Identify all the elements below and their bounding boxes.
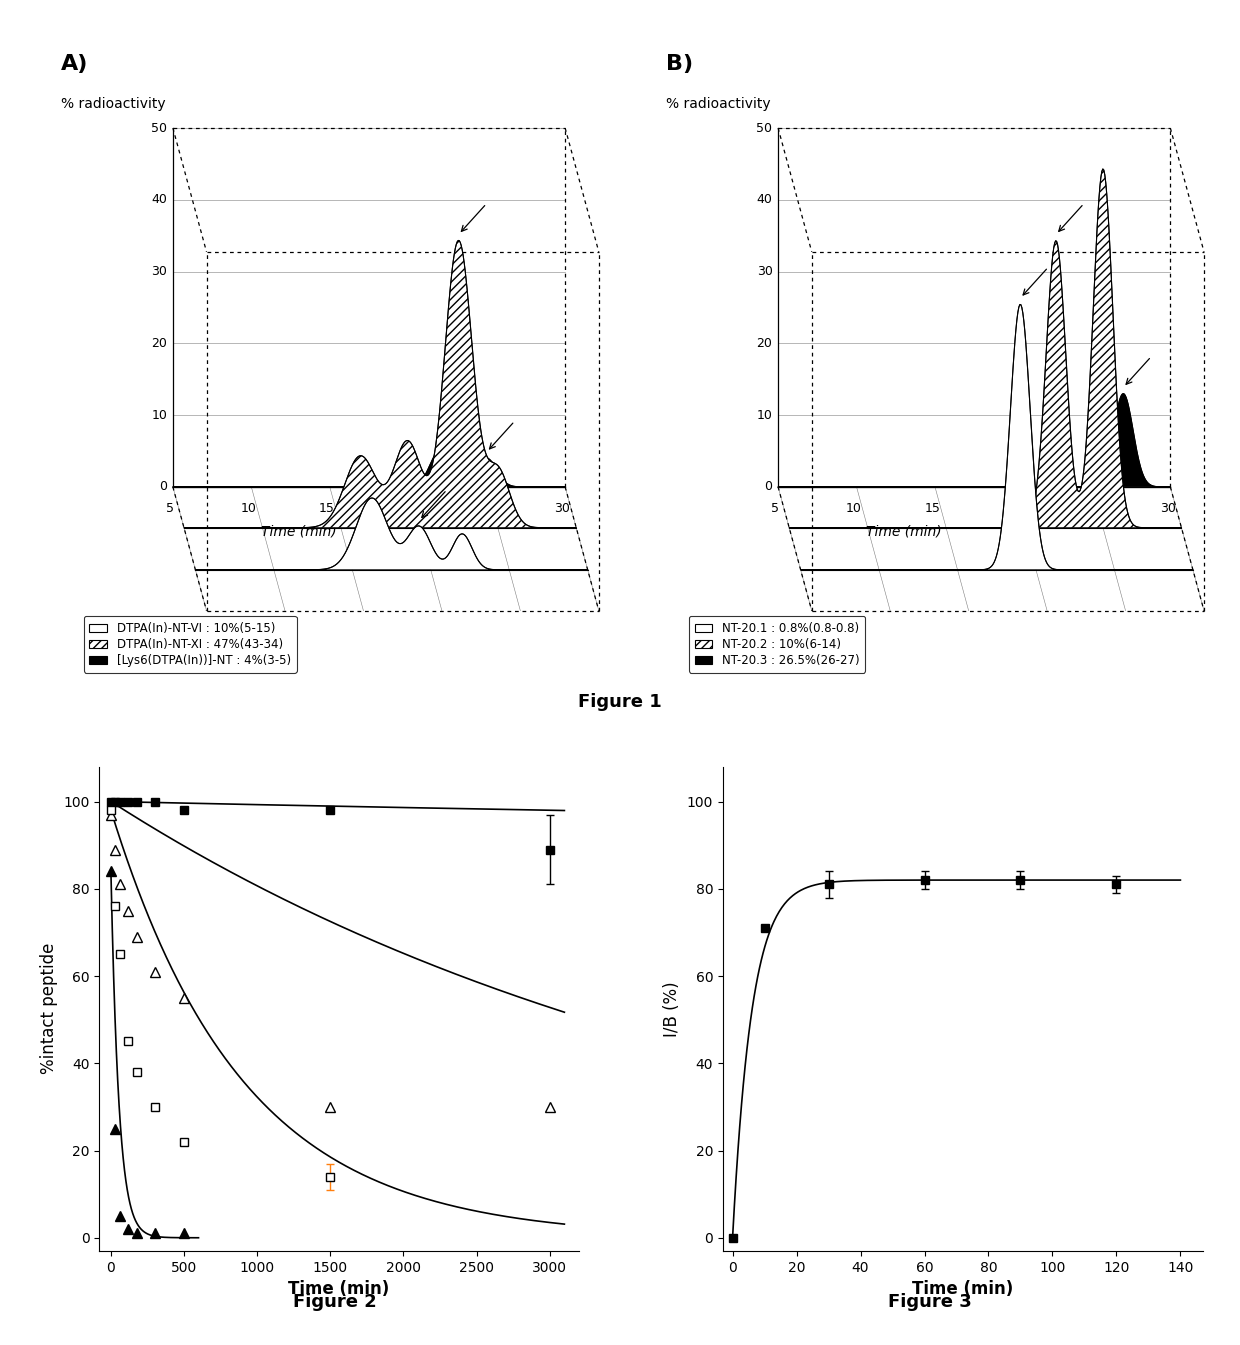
Text: 5: 5	[771, 503, 779, 515]
Y-axis label: I/B (%): I/B (%)	[663, 981, 681, 1037]
Text: 10: 10	[756, 409, 773, 421]
Text: 0: 0	[159, 480, 167, 494]
Text: 20: 20	[1003, 503, 1018, 515]
Text: 50: 50	[756, 121, 773, 134]
Text: Figure 3: Figure 3	[888, 1294, 972, 1311]
Text: 30: 30	[756, 265, 773, 278]
Y-axis label: %intact peptide: %intact peptide	[40, 943, 57, 1075]
Text: 10: 10	[846, 503, 862, 515]
Text: 50: 50	[151, 121, 167, 134]
Text: 20: 20	[151, 336, 167, 350]
Polygon shape	[789, 169, 1182, 527]
Text: 25: 25	[476, 503, 492, 515]
Text: A): A)	[61, 54, 88, 74]
Text: 10: 10	[151, 409, 167, 421]
Text: 15: 15	[319, 503, 335, 515]
Text: 10: 10	[241, 503, 257, 515]
Text: 25: 25	[1081, 503, 1097, 515]
Text: 40: 40	[756, 194, 773, 206]
X-axis label: Time (min): Time (min)	[913, 1280, 1013, 1298]
Text: % radioactivity: % radioactivity	[61, 97, 165, 112]
Text: 20: 20	[398, 503, 413, 515]
Polygon shape	[172, 451, 565, 487]
Polygon shape	[184, 241, 577, 527]
Text: Figure 2: Figure 2	[293, 1294, 377, 1311]
Text: 30: 30	[554, 503, 570, 515]
Legend: NT-20.1 : 0.8%(0.8-0.8), NT-20.2 : 10%(6-14), NT-20.3 : 26.5%(26-27): NT-20.1 : 0.8%(0.8-0.8), NT-20.2 : 10%(6…	[688, 616, 866, 672]
Polygon shape	[801, 304, 1193, 570]
Text: 15: 15	[924, 503, 940, 515]
Text: Time (min): Time (min)	[262, 525, 337, 538]
Polygon shape	[196, 498, 588, 570]
Text: % radioactivity: % radioactivity	[666, 97, 770, 112]
Polygon shape	[779, 394, 1171, 487]
Text: 30: 30	[151, 265, 167, 278]
Text: 5: 5	[166, 503, 174, 515]
Text: 40: 40	[151, 194, 167, 206]
Text: 30: 30	[1159, 503, 1176, 515]
Text: 0: 0	[765, 480, 773, 494]
Text: Time (min): Time (min)	[867, 525, 942, 538]
Legend: DTPA(In)-NT-VI : 10%(5-15), DTPA(In)-NT-XI : 47%(43-34), [Lys6(DTPA(In))]-NT : 4: DTPA(In)-NT-VI : 10%(5-15), DTPA(In)-NT-…	[83, 616, 296, 672]
Text: B): B)	[666, 54, 693, 74]
X-axis label: Time (min): Time (min)	[289, 1280, 389, 1298]
Text: 20: 20	[756, 336, 773, 350]
Text: Figure 1: Figure 1	[578, 693, 662, 710]
